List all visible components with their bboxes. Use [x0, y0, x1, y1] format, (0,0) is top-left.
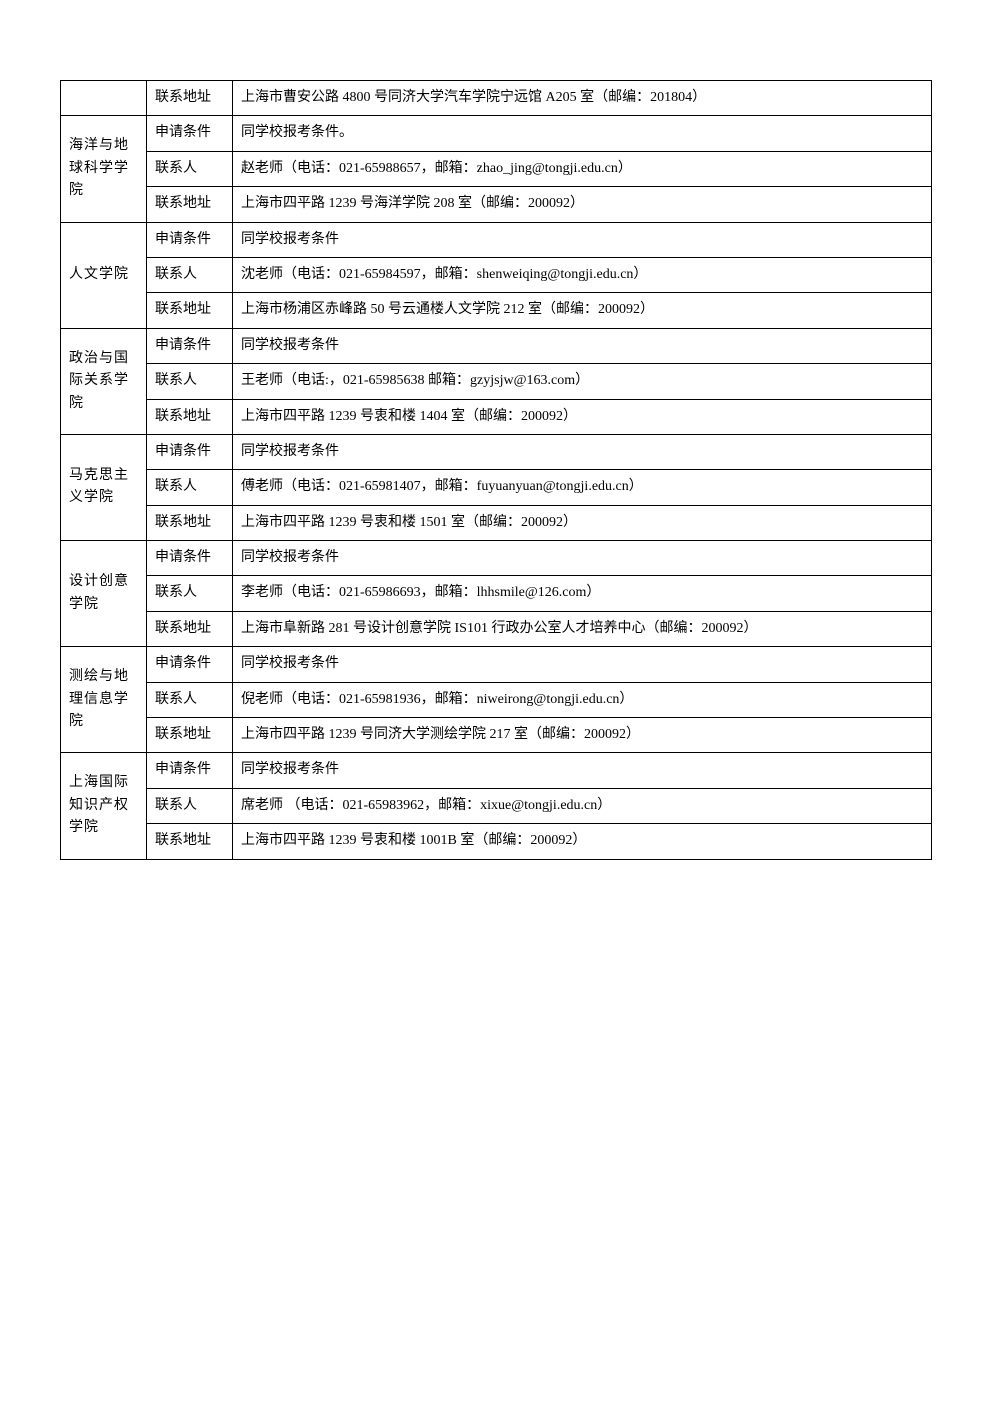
table-row: 联系人席老师 （电话：021-65983962，邮箱：xixue@tongji.… [61, 788, 932, 823]
field-cell: 联系人 [147, 788, 233, 823]
field-cell: 联系地址 [147, 824, 233, 859]
dept-cell: 政治与国际关系学院 [61, 328, 147, 434]
value-cell: 上海市四平路 1239 号衷和楼 1404 室（邮编：200092） [233, 399, 932, 434]
field-cell: 申请条件 [147, 647, 233, 682]
dept-cell: 海洋与地球科学学院 [61, 116, 147, 222]
field-cell: 申请条件 [147, 328, 233, 363]
field-cell: 联系地址 [147, 81, 233, 116]
field-cell: 申请条件 [147, 222, 233, 257]
value-cell: 王老师（电话:，021-65985638 邮箱：gzyjsjw@163.com） [233, 364, 932, 399]
table-row: 测绘与地理信息学院申请条件同学校报考条件 [61, 647, 932, 682]
value-cell: 上海市四平路 1239 号海洋学院 208 室（邮编：200092） [233, 187, 932, 222]
value-cell: 上海市杨浦区赤峰路 50 号云通楼人文学院 212 室（邮编：200092） [233, 293, 932, 328]
value-cell: 倪老师（电话：021-65981936，邮箱：niweirong@tongji.… [233, 682, 932, 717]
field-cell: 联系人 [147, 470, 233, 505]
table-row: 设计创意学院申请条件同学校报考条件 [61, 541, 932, 576]
table-row: 联系地址上海市曹安公路 4800 号同济大学汽车学院宁远馆 A205 室（邮编：… [61, 81, 932, 116]
dept-cell: 人文学院 [61, 222, 147, 328]
table-row: 上海国际知识产权学院申请条件同学校报考条件 [61, 753, 932, 788]
table-row: 人文学院申请条件同学校报考条件 [61, 222, 932, 257]
field-cell: 联系地址 [147, 718, 233, 753]
dept-cell: 上海国际知识产权学院 [61, 753, 147, 859]
table-row: 联系地址上海市阜新路 281 号设计创意学院 IS101 行政办公室人才培养中心… [61, 611, 932, 646]
table-row: 联系人沈老师（电话：021-65984597，邮箱：shenweiqing@to… [61, 257, 932, 292]
field-cell: 联系人 [147, 151, 233, 186]
field-cell: 申请条件 [147, 434, 233, 469]
value-cell: 上海市阜新路 281 号设计创意学院 IS101 行政办公室人才培养中心（邮编：… [233, 611, 932, 646]
table-row: 联系地址上海市四平路 1239 号衷和楼 1501 室（邮编：200092） [61, 505, 932, 540]
table-row: 联系人赵老师（电话：021-65988657，邮箱：zhao_jing@tong… [61, 151, 932, 186]
field-cell: 联系地址 [147, 611, 233, 646]
table-row: 联系地址上海市四平路 1239 号海洋学院 208 室（邮编：200092） [61, 187, 932, 222]
value-cell: 席老师 （电话：021-65983962，邮箱：xixue@tongji.edu… [233, 788, 932, 823]
dept-cell: 设计创意学院 [61, 541, 147, 647]
value-cell: 李老师（电话：021-65986693，邮箱：lhhsmile@126.com） [233, 576, 932, 611]
table-row: 联系人王老师（电话:，021-65985638 邮箱：gzyjsjw@163.c… [61, 364, 932, 399]
field-cell: 联系人 [147, 576, 233, 611]
value-cell: 同学校报考条件 [233, 222, 932, 257]
dept-cell: 马克思主义学院 [61, 434, 147, 540]
value-cell: 同学校报考条件 [233, 434, 932, 469]
value-cell: 上海市四平路 1239 号衷和楼 1501 室（邮编：200092） [233, 505, 932, 540]
table-row: 联系人李老师（电话：021-65986693，邮箱：lhhsmile@126.c… [61, 576, 932, 611]
table-row: 海洋与地球科学学院申请条件同学校报考条件。 [61, 116, 932, 151]
value-cell: 上海市曹安公路 4800 号同济大学汽车学院宁远馆 A205 室（邮编：2018… [233, 81, 932, 116]
field-cell: 联系人 [147, 364, 233, 399]
table-body: 联系地址上海市曹安公路 4800 号同济大学汽车学院宁远馆 A205 室（邮编：… [61, 81, 932, 860]
field-cell: 联系人 [147, 257, 233, 292]
value-cell: 傅老师（电话：021-65981407，邮箱：fuyuanyuan@tongji… [233, 470, 932, 505]
field-cell: 申请条件 [147, 116, 233, 151]
value-cell: 赵老师（电话：021-65988657，邮箱：zhao_jing@tongji.… [233, 151, 932, 186]
value-cell: 上海市四平路 1239 号衷和楼 1001B 室（邮编：200092） [233, 824, 932, 859]
value-cell: 同学校报考条件 [233, 328, 932, 363]
field-cell: 申请条件 [147, 753, 233, 788]
field-cell: 联系人 [147, 682, 233, 717]
value-cell: 同学校报考条件 [233, 647, 932, 682]
field-cell: 联系地址 [147, 293, 233, 328]
table-row: 政治与国际关系学院申请条件同学校报考条件 [61, 328, 932, 363]
value-cell: 同学校报考条件 [233, 541, 932, 576]
table-row: 联系地址上海市四平路 1239 号衷和楼 1001B 室（邮编：200092） [61, 824, 932, 859]
table-row: 联系人傅老师（电话：021-65981407，邮箱：fuyuanyuan@ton… [61, 470, 932, 505]
field-cell: 联系地址 [147, 505, 233, 540]
table-row: 联系地址上海市四平路 1239 号同济大学测绘学院 217 室（邮编：20009… [61, 718, 932, 753]
field-cell: 联系地址 [147, 187, 233, 222]
dept-cell [61, 81, 147, 116]
value-cell: 同学校报考条件 [233, 753, 932, 788]
value-cell: 沈老师（电话：021-65984597，邮箱：shenweiqing@tongj… [233, 257, 932, 292]
contact-table: 联系地址上海市曹安公路 4800 号同济大学汽车学院宁远馆 A205 室（邮编：… [60, 80, 932, 860]
table-row: 联系地址上海市杨浦区赤峰路 50 号云通楼人文学院 212 室（邮编：20009… [61, 293, 932, 328]
dept-cell: 测绘与地理信息学院 [61, 647, 147, 753]
field-cell: 联系地址 [147, 399, 233, 434]
value-cell: 同学校报考条件。 [233, 116, 932, 151]
table-row: 马克思主义学院申请条件同学校报考条件 [61, 434, 932, 469]
table-row: 联系地址上海市四平路 1239 号衷和楼 1404 室（邮编：200092） [61, 399, 932, 434]
field-cell: 申请条件 [147, 541, 233, 576]
value-cell: 上海市四平路 1239 号同济大学测绘学院 217 室（邮编：200092） [233, 718, 932, 753]
table-row: 联系人倪老师（电话：021-65981936，邮箱：niweirong@tong… [61, 682, 932, 717]
